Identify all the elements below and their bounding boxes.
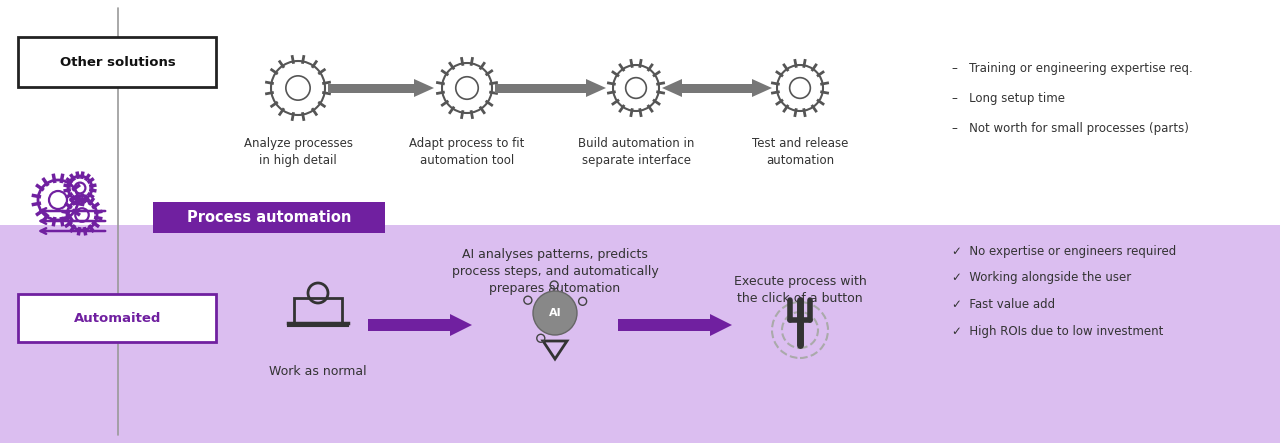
FancyBboxPatch shape — [18, 37, 216, 87]
Text: ✓  No expertise or engineers required: ✓ No expertise or engineers required — [952, 245, 1176, 257]
FancyBboxPatch shape — [495, 83, 586, 93]
Polygon shape — [710, 314, 732, 336]
Text: Execute process with
the click of a button: Execute process with the click of a butt… — [733, 275, 867, 305]
Text: ✓  Fast value add: ✓ Fast value add — [952, 299, 1055, 311]
FancyBboxPatch shape — [369, 319, 451, 331]
FancyBboxPatch shape — [154, 202, 385, 233]
Text: –   Training or engineering expertise req.: – Training or engineering expertise req. — [952, 62, 1193, 74]
Polygon shape — [451, 314, 472, 336]
Text: Process automation: Process automation — [187, 210, 351, 225]
Polygon shape — [753, 79, 772, 97]
FancyBboxPatch shape — [18, 294, 216, 342]
Text: Adapt process to fit
automation tool: Adapt process to fit automation tool — [410, 137, 525, 167]
FancyBboxPatch shape — [328, 83, 413, 93]
Text: Other solutions: Other solutions — [60, 55, 175, 69]
Circle shape — [532, 291, 577, 335]
Text: ✓  High ROIs due to low investment: ✓ High ROIs due to low investment — [952, 326, 1164, 338]
FancyBboxPatch shape — [618, 319, 710, 331]
Text: Build automation in
separate interface: Build automation in separate interface — [577, 137, 694, 167]
Text: Analyze processes
in high detail: Analyze processes in high detail — [243, 137, 352, 167]
FancyBboxPatch shape — [682, 83, 753, 93]
Text: –   Not worth for small processes (parts): – Not worth for small processes (parts) — [952, 121, 1189, 135]
Text: Test and release
automation: Test and release automation — [751, 137, 849, 167]
Text: –   Long setup time: – Long setup time — [952, 92, 1065, 105]
Polygon shape — [586, 79, 605, 97]
Polygon shape — [662, 79, 682, 97]
Text: AI analyses patterns, predicts
process steps, and automatically
prepares automat: AI analyses patterns, predicts process s… — [452, 248, 658, 295]
Polygon shape — [413, 79, 434, 97]
Text: AI: AI — [549, 308, 562, 318]
Text: Automaited: Automaited — [74, 311, 161, 325]
Text: Work as normal: Work as normal — [269, 365, 367, 378]
Text: ✓  Working alongside the user: ✓ Working alongside the user — [952, 272, 1132, 284]
FancyBboxPatch shape — [0, 225, 1280, 443]
